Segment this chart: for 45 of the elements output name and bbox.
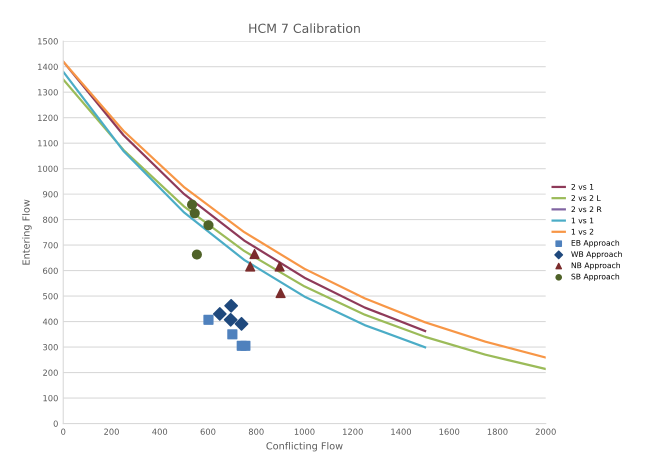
y-tick-label: 200 (43, 370, 58, 376)
chart-title: HCM 7 Calibration (249, 23, 360, 34)
point (245, 261, 256, 272)
x-tick-label: 1000 (294, 428, 315, 435)
point (203, 314, 214, 325)
point (227, 329, 238, 340)
y-tick-label: 1000 (38, 166, 58, 172)
point (249, 248, 260, 260)
point (192, 249, 202, 260)
x-tick-label: 200 (104, 428, 119, 435)
y-axis-title: Entering Flow (22, 200, 32, 265)
y-tick-label: 800 (43, 216, 58, 223)
y-tick-label: 1100 (38, 140, 58, 146)
point (240, 340, 250, 351)
point (224, 312, 238, 327)
x-tick-label: 600 (200, 428, 216, 435)
y-tick-label: 1300 (38, 89, 58, 96)
y-tick-label: 0 (54, 420, 58, 427)
y-tick-label: 100 (43, 395, 58, 402)
x-tick-label: 400 (152, 428, 168, 435)
x-axis-title: Conflicting Flow (266, 442, 343, 452)
y-tick-label: 1200 (38, 114, 58, 121)
x-tick-label: 1800 (488, 428, 508, 435)
x-tick-label: 2000 (536, 428, 556, 435)
x-tick-label: 1400 (391, 428, 412, 435)
point (234, 316, 248, 331)
y-tick-label: 1500 (38, 38, 58, 44)
y-tick-label: 300 (43, 344, 58, 350)
x-tick-label: 0 (61, 428, 66, 435)
point (276, 288, 286, 298)
y-tick-label: 400 (42, 318, 58, 325)
x-tick-label: 800 (248, 428, 264, 435)
x-tick-label: 1600 (440, 428, 460, 435)
point (212, 307, 227, 321)
y-tick-label: 1400 (38, 64, 58, 70)
y-tick-label: 500 (43, 293, 58, 300)
y-tick-label: 600 (43, 268, 58, 274)
x-tick-label: 1200 (343, 428, 363, 435)
y-tick-label: 900 (43, 191, 58, 198)
point (190, 208, 200, 218)
point (203, 220, 214, 230)
point (186, 199, 198, 210)
point (274, 261, 285, 272)
y-tick-label: 700 (43, 242, 58, 248)
point (224, 298, 238, 313)
